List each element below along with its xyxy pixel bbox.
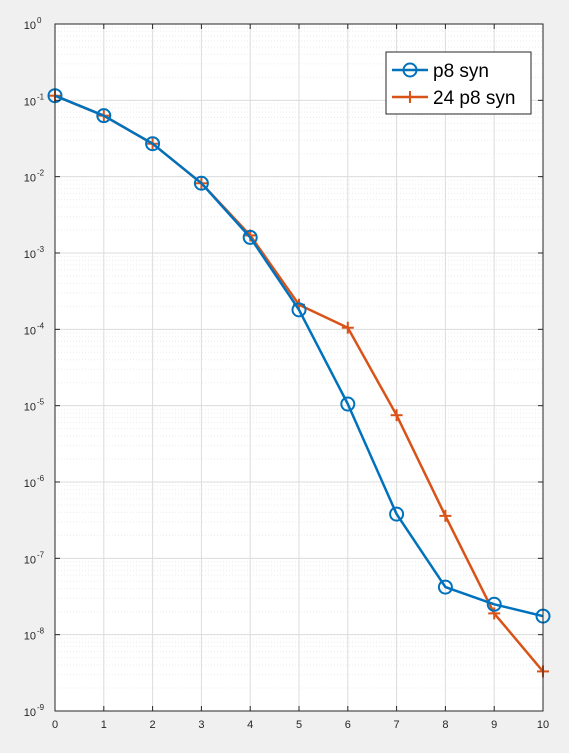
y-tick-exponent: -8 <box>37 627 45 636</box>
legend-entry-p8-syn: p8 syn <box>392 61 489 82</box>
y-tick-label: 10 <box>24 707 36 719</box>
legend-marker <box>404 91 416 103</box>
x-tick-label: 5 <box>296 719 302 731</box>
y-tick-exponent: 0 <box>37 16 42 25</box>
y-tick-exponent: -4 <box>37 321 45 330</box>
y-tick-label: 10 <box>24 478 36 490</box>
data-point <box>242 229 258 245</box>
x-tick-label: 2 <box>150 719 156 731</box>
legend-box <box>385 51 532 115</box>
x-tick-label: 3 <box>198 719 204 731</box>
y-tick-label: 10 <box>24 402 36 414</box>
data-point <box>437 579 453 595</box>
y-tick-label: 10 <box>24 96 36 108</box>
y-tick-label: 10 <box>24 631 36 643</box>
y-tick-exponent: -1 <box>37 92 45 101</box>
data-point <box>193 175 209 191</box>
x-tick-label: 1 <box>101 719 107 731</box>
legend-entry-24-p8-syn: 24 p8 syn <box>392 88 515 109</box>
x-tick-label: 10 <box>537 719 549 731</box>
tick-marks <box>54 23 544 712</box>
data-point <box>439 509 452 522</box>
legend-marker <box>402 62 418 78</box>
y-tick-exponent: -6 <box>37 474 45 483</box>
x-tick-labels: 0 1 2 3 4 5 6 7 8 9 10 <box>52 719 549 731</box>
y-tick-exponent: -3 <box>37 245 45 254</box>
y-tick-exponent: -9 <box>37 703 45 712</box>
x-tick-label: 7 <box>394 719 400 731</box>
y-tick-label: 10 <box>24 173 36 185</box>
grid <box>54 23 544 712</box>
x-tick-label: 8 <box>442 719 448 731</box>
data-point <box>389 506 405 522</box>
legend: p8 syn 24 p8 syn <box>385 51 532 115</box>
data-point <box>291 302 307 318</box>
data-point <box>145 136 161 152</box>
series-p8-syn <box>47 88 551 624</box>
y-tick-exponent: -5 <box>37 398 45 407</box>
y-tick-label: 10 <box>24 249 36 261</box>
data-point <box>488 607 501 620</box>
data-point <box>96 108 112 124</box>
y-tick-exponent: -2 <box>37 169 45 178</box>
data-point <box>341 321 354 334</box>
legend-label: p8 syn <box>433 61 489 82</box>
x-tick-label: 6 <box>345 719 351 731</box>
y-tick-exponent: -7 <box>37 550 45 559</box>
data-point <box>390 409 403 422</box>
y-tick-label: 10 <box>24 325 36 337</box>
y-tick-label: 10 <box>24 20 36 32</box>
y-tick-label: 10 <box>24 554 36 566</box>
x-tick-label: 4 <box>247 719 253 731</box>
x-tick-label: 9 <box>491 719 497 731</box>
data-point <box>486 596 502 612</box>
x-tick-label: 0 <box>52 719 58 731</box>
legend-label: 24 p8 syn <box>433 88 515 109</box>
data-point <box>340 396 356 412</box>
series-line <box>54 94 544 618</box>
